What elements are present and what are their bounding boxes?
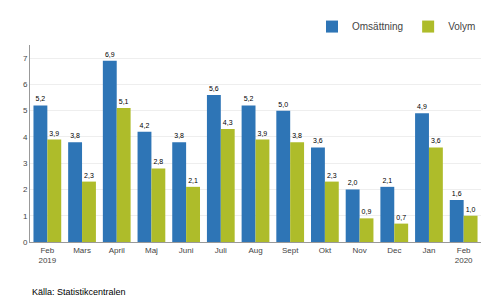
- svg-text:5,1: 5,1: [119, 98, 129, 105]
- svg-text:2,1: 2,1: [382, 177, 392, 184]
- svg-text:Okt: Okt: [319, 246, 332, 255]
- svg-text:3,8: 3,8: [292, 132, 302, 139]
- svg-text:4,9: 4,9: [417, 103, 427, 110]
- svg-text:Källa: Statistikcentralen: Källa: Statistikcentralen: [32, 287, 126, 297]
- svg-text:2,0: 2,0: [348, 179, 358, 186]
- svg-text:4,3: 4,3: [223, 119, 233, 126]
- svg-text:3,6: 3,6: [431, 137, 441, 144]
- svg-text:6: 6: [23, 80, 28, 89]
- svg-text:4,2: 4,2: [140, 122, 150, 129]
- svg-text:2: 2: [23, 185, 28, 194]
- svg-text:5,2: 5,2: [244, 95, 254, 102]
- svg-text:3,9: 3,9: [258, 130, 268, 137]
- svg-text:Feb2019: Feb2019: [38, 246, 56, 265]
- svg-text:3,8: 3,8: [174, 132, 184, 139]
- svg-text:4: 4: [23, 133, 28, 142]
- svg-text:5,6: 5,6: [209, 85, 219, 92]
- svg-text:2,3: 2,3: [327, 172, 337, 179]
- svg-text:5,0: 5,0: [278, 101, 288, 108]
- svg-text:Maj: Maj: [145, 246, 158, 255]
- svg-text:Dec: Dec: [387, 246, 401, 255]
- svg-text:5: 5: [23, 106, 28, 115]
- svg-text:1: 1: [23, 212, 28, 221]
- svg-text:0,9: 0,9: [362, 208, 372, 215]
- svg-text:3: 3: [23, 159, 28, 168]
- svg-text:2,1: 2,1: [188, 177, 198, 184]
- svg-text:3,6: 3,6: [313, 137, 323, 144]
- svg-text:Nov: Nov: [352, 246, 366, 255]
- svg-text:3,9: 3,9: [49, 130, 59, 137]
- svg-text:1,0: 1,0: [466, 206, 476, 213]
- svg-text:3,8: 3,8: [70, 132, 80, 139]
- svg-text:1,6: 1,6: [452, 190, 462, 197]
- svg-text:Sept: Sept: [282, 246, 299, 255]
- svg-text:2,3: 2,3: [84, 172, 94, 179]
- svg-text:April: April: [109, 246, 125, 255]
- svg-text:Juli: Juli: [215, 246, 227, 255]
- svg-text:6,9: 6,9: [105, 51, 115, 58]
- svg-text:Aug: Aug: [248, 246, 262, 255]
- svg-text:Volym: Volym: [448, 21, 475, 32]
- svg-text:Mars: Mars: [73, 246, 91, 255]
- svg-text:Jan: Jan: [423, 246, 436, 255]
- svg-text:5,2: 5,2: [35, 95, 45, 102]
- svg-text:2,8: 2,8: [153, 158, 163, 165]
- svg-text:7: 7: [23, 54, 28, 63]
- svg-text:Feb2020: Feb2020: [455, 246, 473, 265]
- svg-text:0: 0: [23, 238, 28, 247]
- svg-text:0,7: 0,7: [396, 214, 406, 221]
- svg-text:Juni: Juni: [179, 246, 194, 255]
- svg-text:Omsättning: Omsättning: [352, 21, 403, 32]
